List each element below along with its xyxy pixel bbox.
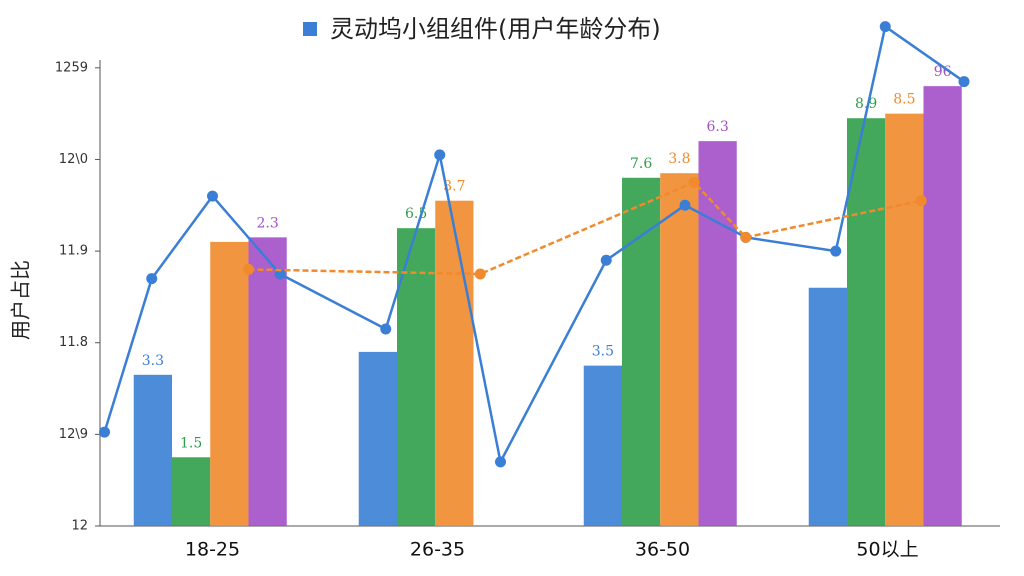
line-point [99, 426, 110, 438]
y-tick-label: 12 [71, 519, 88, 534]
y-axis-label: 用户占比 [9, 260, 33, 340]
line-point [207, 190, 218, 202]
bar [698, 141, 737, 527]
data-label: 8.5 [893, 92, 915, 108]
data-label: 6.3 [706, 119, 728, 135]
line-point [243, 263, 254, 275]
line-point [740, 231, 752, 243]
data-label: 3.3 [142, 353, 164, 369]
line-point [434, 149, 446, 161]
line-point [146, 273, 158, 285]
bar [397, 228, 436, 526]
y-tick-label: 12\9 [59, 427, 88, 442]
y-tick-label: 1259 [55, 60, 88, 75]
line-point [474, 268, 486, 280]
bar [622, 177, 661, 527]
bar [847, 118, 886, 526]
y-tick-label: 11.9 [59, 244, 88, 259]
legend-swatch [303, 22, 317, 36]
data-label: 3.8 [668, 151, 690, 167]
data-label: 1.5 [180, 435, 202, 451]
data-label: 2.3 [256, 215, 278, 231]
bar [923, 86, 962, 527]
bar [583, 365, 622, 526]
data-label: 3.7 [443, 179, 465, 195]
chart-title: 灵动坞小组组件(用户年龄分布) [330, 15, 661, 43]
bar [885, 113, 924, 527]
line-point [600, 254, 612, 266]
bar [435, 200, 474, 526]
line-point [688, 176, 700, 188]
bar [210, 241, 249, 526]
bar [133, 374, 172, 526]
y-tick-label: 11.8 [59, 335, 88, 350]
line-point [915, 195, 927, 207]
bar [808, 287, 847, 526]
line-point [879, 21, 891, 33]
x-tick-label: 50以上 [856, 539, 918, 561]
line-point [958, 76, 970, 88]
y-tick-label: 12\0 [59, 152, 88, 167]
line-point [495, 456, 506, 468]
line-point [830, 245, 842, 257]
data-label: 96 [934, 64, 952, 80]
x-tick-label: 18-25 [185, 539, 240, 561]
line-point [679, 199, 691, 211]
line [248, 180, 922, 276]
bar [660, 173, 699, 526]
x-tick-label: 36-50 [635, 539, 690, 561]
data-label: 7.6 [630, 156, 652, 172]
data-label: 3.5 [592, 344, 614, 360]
line-point [274, 268, 286, 280]
bar [172, 457, 211, 526]
bar [248, 237, 287, 526]
line-point [380, 323, 392, 335]
x-tick-label: 26-35 [410, 539, 465, 561]
bar [358, 351, 397, 526]
data-label: 8.9 [855, 96, 877, 112]
